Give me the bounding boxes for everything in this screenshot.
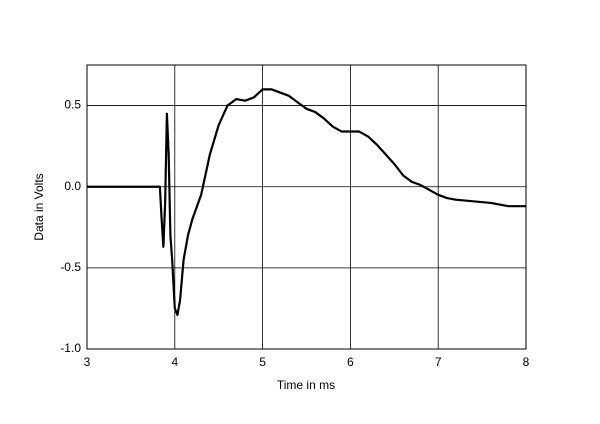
x-tick-label: 4 xyxy=(171,355,178,369)
x-tick-label: 3 xyxy=(84,355,91,369)
x-axis-label: Time in ms xyxy=(277,378,335,392)
x-tick-label: 8 xyxy=(523,355,530,369)
x-tick-label: 6 xyxy=(347,355,354,369)
y-tick-label: -1.0 xyxy=(60,341,81,355)
y-tick-label: 0.5 xyxy=(64,98,81,112)
x-tick-label: 7 xyxy=(435,355,442,369)
x-tick-label: 5 xyxy=(259,355,266,369)
line xyxy=(87,88,526,317)
y-axis-label: Data in Volts xyxy=(32,173,46,240)
y-tick-label: -0.5 xyxy=(60,260,81,274)
y-tick-label: 0.0 xyxy=(64,179,81,193)
